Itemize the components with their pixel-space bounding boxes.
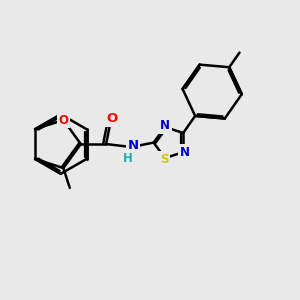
Text: H: H	[123, 152, 133, 165]
Text: O: O	[58, 113, 68, 127]
Text: S: S	[160, 153, 169, 166]
Text: O: O	[106, 112, 118, 125]
Text: N: N	[160, 119, 170, 132]
Text: N: N	[127, 139, 138, 152]
Text: N: N	[180, 146, 190, 159]
